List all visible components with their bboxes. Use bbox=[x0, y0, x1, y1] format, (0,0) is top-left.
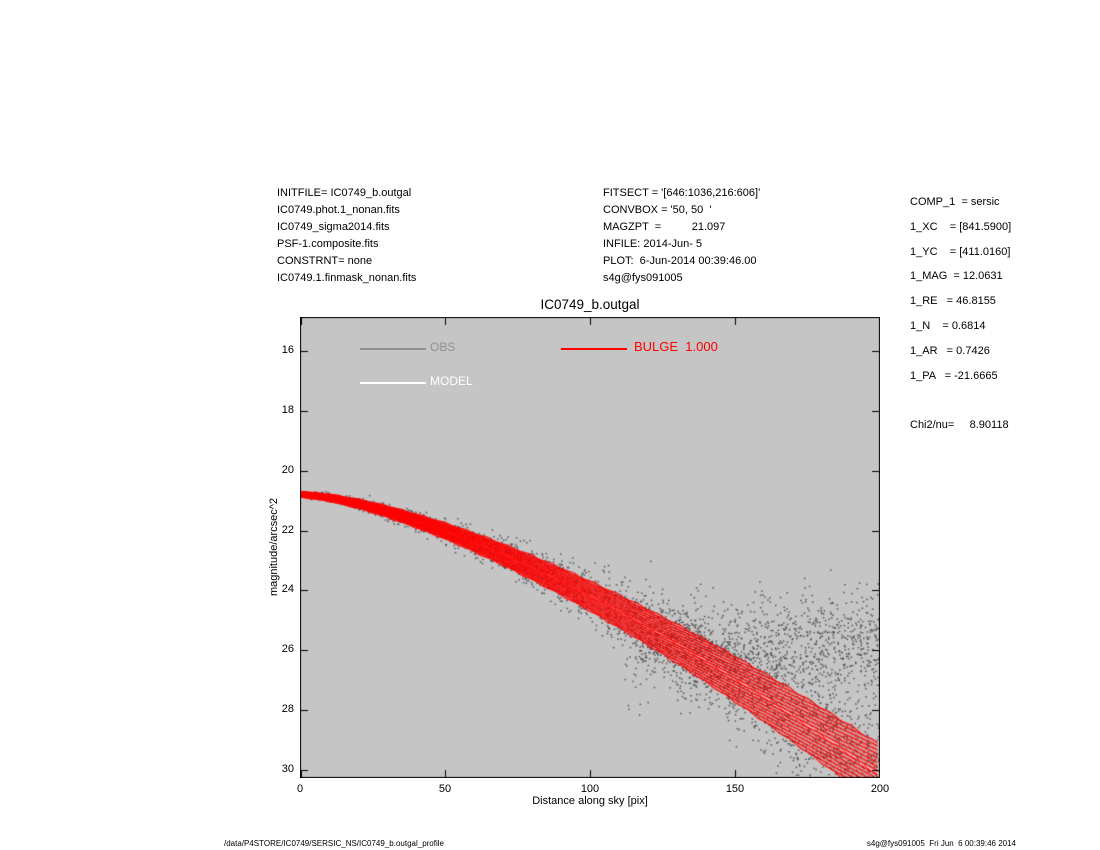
y-tick-label: 22 bbox=[281, 523, 294, 536]
header-line: IC0749.phot.1_nonan.fits bbox=[277, 204, 400, 216]
y-tick-label: 28 bbox=[281, 703, 294, 716]
header-line: 1_MAG = 12.0631 bbox=[910, 270, 1003, 283]
header-line: 1_YC = [411.0160] bbox=[910, 245, 1011, 258]
x-tick-label: 0 bbox=[296, 783, 304, 795]
header-line: 1_PA = -21.6665 bbox=[910, 369, 998, 382]
x-tick-label: 50 bbox=[438, 783, 452, 795]
header-block-fit-info: FITSECT = '[646:1036,216:606]' CONVBOX = … bbox=[603, 185, 760, 287]
header-line: COMP_1 = sersic bbox=[910, 196, 1000, 208]
y-axis-label: magnitude/arcsec^2 bbox=[268, 497, 280, 597]
header-line: 1_AR = 0.7426 bbox=[910, 344, 990, 357]
header-line: CONSTRNT= none bbox=[277, 255, 373, 267]
x-axis-label: Distance along sky [pix] bbox=[532, 795, 648, 807]
header-line: INFILE: 2014-Jun- 5 bbox=[603, 238, 703, 250]
header-line: 1_RE = 46.8155 bbox=[910, 295, 996, 308]
header-line: 1_N = 0.6814 bbox=[910, 319, 986, 332]
header-block-component-params: COMP_1 = sersic 1_XC = [841.5900] 1_YC = [… bbox=[910, 190, 1011, 438]
y-tick-label: 26 bbox=[281, 643, 294, 656]
header-line bbox=[910, 388, 1011, 413]
header-line: s4g@fys091005 bbox=[603, 272, 683, 284]
header-line: CONVBOX = '50, 50 ' bbox=[603, 204, 712, 216]
y-tick-label: 16 bbox=[281, 344, 294, 357]
header-line: PLOT: 6-Jun-2014 00:39:46.00 bbox=[603, 255, 757, 267]
header-line: 1_XC = [841.5900] bbox=[910, 220, 1012, 233]
x-tick-label: 150 bbox=[725, 783, 745, 795]
y-tick-label: 24 bbox=[281, 583, 294, 596]
chart-title: IC0749_b.outgal bbox=[540, 297, 640, 312]
x-tick-label: 100 bbox=[580, 783, 600, 795]
y-tick-label: 30 bbox=[281, 762, 294, 775]
header-line: FITSECT = '[646:1036,216:606]' bbox=[603, 187, 761, 199]
footer-timestamp: s4g@fys091005 Fri Jun 6 00:39:46 2014 bbox=[866, 839, 1016, 848]
header-block-input-files: INITFILE= IC0749_b.outgal IC0749.phot.1_n… bbox=[277, 185, 416, 287]
header-line: Chi2/nu= 8.90118 bbox=[910, 419, 1009, 432]
profile-plot-canvas bbox=[300, 317, 880, 778]
y-tick-label: 18 bbox=[281, 403, 294, 416]
header-line: INITFILE= IC0749_b.outgal bbox=[277, 187, 412, 199]
footer-file-path: /data/P4STORE/IC0749/SERSIC_NS/IC0749_b.… bbox=[224, 839, 444, 848]
header-line: MAGZPT = 21.097 bbox=[603, 221, 726, 233]
header-line: IC0749.1.finmask_nonan.fits bbox=[277, 272, 417, 284]
header-line: PSF-1.composite.fits bbox=[277, 238, 379, 250]
y-tick-label: 20 bbox=[281, 463, 294, 476]
header-line: IC0749_sigma2014.fits bbox=[277, 221, 390, 233]
x-tick-label: 200 bbox=[870, 783, 890, 795]
